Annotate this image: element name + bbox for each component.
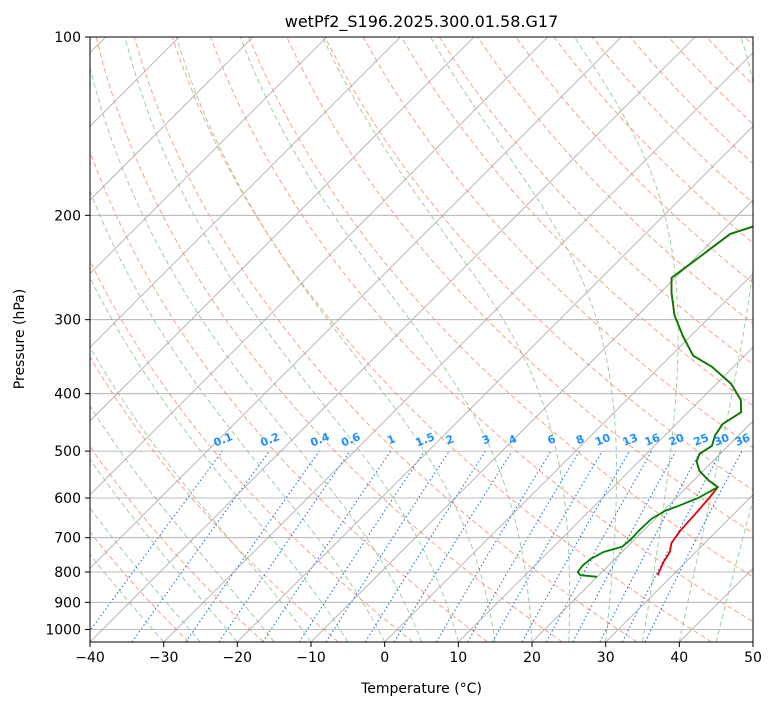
x-tick-label: 50 bbox=[744, 650, 762, 666]
moist-adiabat bbox=[322, 37, 571, 642]
y-tick-label: 900 bbox=[54, 595, 81, 611]
x-tick-label: 40 bbox=[670, 650, 688, 666]
isotherm bbox=[90, 37, 548, 496]
mixing-ratio-line bbox=[298, 450, 425, 642]
mixing-ratio-label: 1 bbox=[385, 432, 397, 447]
moist-adiabat bbox=[239, 37, 533, 642]
isotherm bbox=[90, 37, 254, 201]
y-tick-label: 200 bbox=[54, 208, 81, 224]
dry-adiabat bbox=[248, 37, 753, 578]
dry-adiabat bbox=[324, 37, 753, 491]
dry-adiabat bbox=[438, 37, 753, 366]
isotherm bbox=[237, 125, 753, 642]
mixing-ratio-label: 30 bbox=[712, 431, 731, 449]
x-tick-label: −10 bbox=[296, 650, 326, 666]
mixing-ratio-line bbox=[185, 450, 320, 642]
mixing-ratio-line bbox=[644, 450, 743, 642]
isotherm bbox=[310, 199, 753, 642]
x-axis-label: Temperature (°C) bbox=[360, 681, 482, 697]
dry-adiabat bbox=[90, 531, 190, 642]
background-lines bbox=[90, 37, 753, 642]
x-tick-label: −40 bbox=[75, 650, 105, 666]
mixing-ratio-line bbox=[325, 450, 450, 642]
mixing-ratio-line bbox=[131, 450, 270, 642]
dry-adiabat bbox=[90, 150, 488, 642]
mixing-ratio-label: 10 bbox=[593, 431, 612, 449]
dry-adiabat bbox=[90, 445, 264, 642]
plot-background bbox=[90, 37, 753, 642]
isotherm bbox=[752, 641, 753, 642]
moist-adiabat bbox=[90, 405, 275, 642]
mixing-ratio-label: 36 bbox=[733, 431, 752, 449]
y-axis-label: Pressure (hPa) bbox=[12, 289, 28, 389]
moist-adiabat bbox=[124, 37, 459, 642]
dry-adiabat bbox=[90, 356, 339, 642]
y-tick-label: 800 bbox=[54, 565, 81, 581]
dry-adiabat bbox=[171, 37, 712, 642]
moist-adiabat bbox=[90, 276, 349, 642]
x-tick-label: 20 bbox=[523, 650, 541, 666]
isotherm bbox=[90, 37, 475, 422]
mixing-ratio-line bbox=[393, 450, 513, 642]
moist-adiabat bbox=[574, 37, 679, 642]
x-tick-label: 10 bbox=[449, 650, 467, 666]
dry-adiabat bbox=[133, 37, 638, 642]
mixing-ratio-line bbox=[218, 450, 351, 642]
moist-adiabat bbox=[90, 458, 238, 642]
mixing-ratio-label: 8 bbox=[574, 432, 586, 447]
chart-title: wetPf2_S196.2025.300.01.58.G17 bbox=[285, 12, 559, 32]
mixing-ratio-label: 13 bbox=[621, 431, 640, 449]
mixing-ratio-line bbox=[572, 450, 677, 642]
mixing-ratio-line bbox=[545, 450, 653, 642]
isotherm bbox=[90, 37, 696, 642]
isotherm bbox=[531, 420, 753, 642]
x-tick-label: −30 bbox=[149, 650, 179, 666]
mixing-ratio-line bbox=[90, 450, 223, 632]
x-axis-ticks: −40 −30 −20 −10 0 10 20 30 40 50 bbox=[75, 642, 762, 666]
dewpoint-profile bbox=[576, 225, 753, 578]
dry-adiabat bbox=[210, 37, 753, 623]
moist-adiabat bbox=[90, 65, 422, 642]
isotherm bbox=[90, 37, 327, 275]
moist-adiabat bbox=[175, 37, 496, 642]
y-axis-ticks: 100 200 300 400 500 600 700 800 900 1000 bbox=[45, 30, 90, 638]
y-tick-label: 400 bbox=[54, 387, 81, 403]
mixing-ratio-line bbox=[521, 450, 630, 642]
y-tick-label: 700 bbox=[54, 531, 81, 547]
x-tick-label: −20 bbox=[223, 650, 253, 666]
x-tick-label: 0 bbox=[380, 650, 389, 666]
profile-series bbox=[576, 225, 753, 578]
y-tick-label: 500 bbox=[54, 444, 81, 460]
mixing-ratio-label: 3 bbox=[480, 432, 492, 447]
moist-adiabat bbox=[715, 498, 753, 642]
mixing-ratio-label: 20 bbox=[667, 431, 686, 449]
moist-adiabat bbox=[430, 37, 617, 642]
isotherm bbox=[90, 37, 622, 569]
dry-adiabat bbox=[95, 37, 563, 642]
isotherm bbox=[90, 37, 401, 348]
x-tick-label: 30 bbox=[597, 650, 615, 666]
y-tick-label: 100 bbox=[54, 30, 81, 46]
mixing-ratio-line bbox=[262, 450, 392, 642]
mixing-ratio-label: 25 bbox=[692, 431, 711, 449]
isotherm bbox=[605, 494, 753, 642]
y-tick-label: 1000 bbox=[45, 622, 81, 638]
isotherm bbox=[163, 52, 753, 642]
isotherm bbox=[384, 273, 753, 642]
dry-adiabat bbox=[400, 37, 753, 407]
y-tick-label: 300 bbox=[54, 313, 81, 329]
isotherm bbox=[458, 346, 753, 642]
y-tick-label: 600 bbox=[54, 491, 81, 507]
mixing-ratio-label: 16 bbox=[643, 431, 662, 449]
dry-adiabat bbox=[515, 37, 753, 284]
mixing-ratio-label: 2 bbox=[444, 432, 456, 447]
plot-frame bbox=[89, 36, 754, 643]
